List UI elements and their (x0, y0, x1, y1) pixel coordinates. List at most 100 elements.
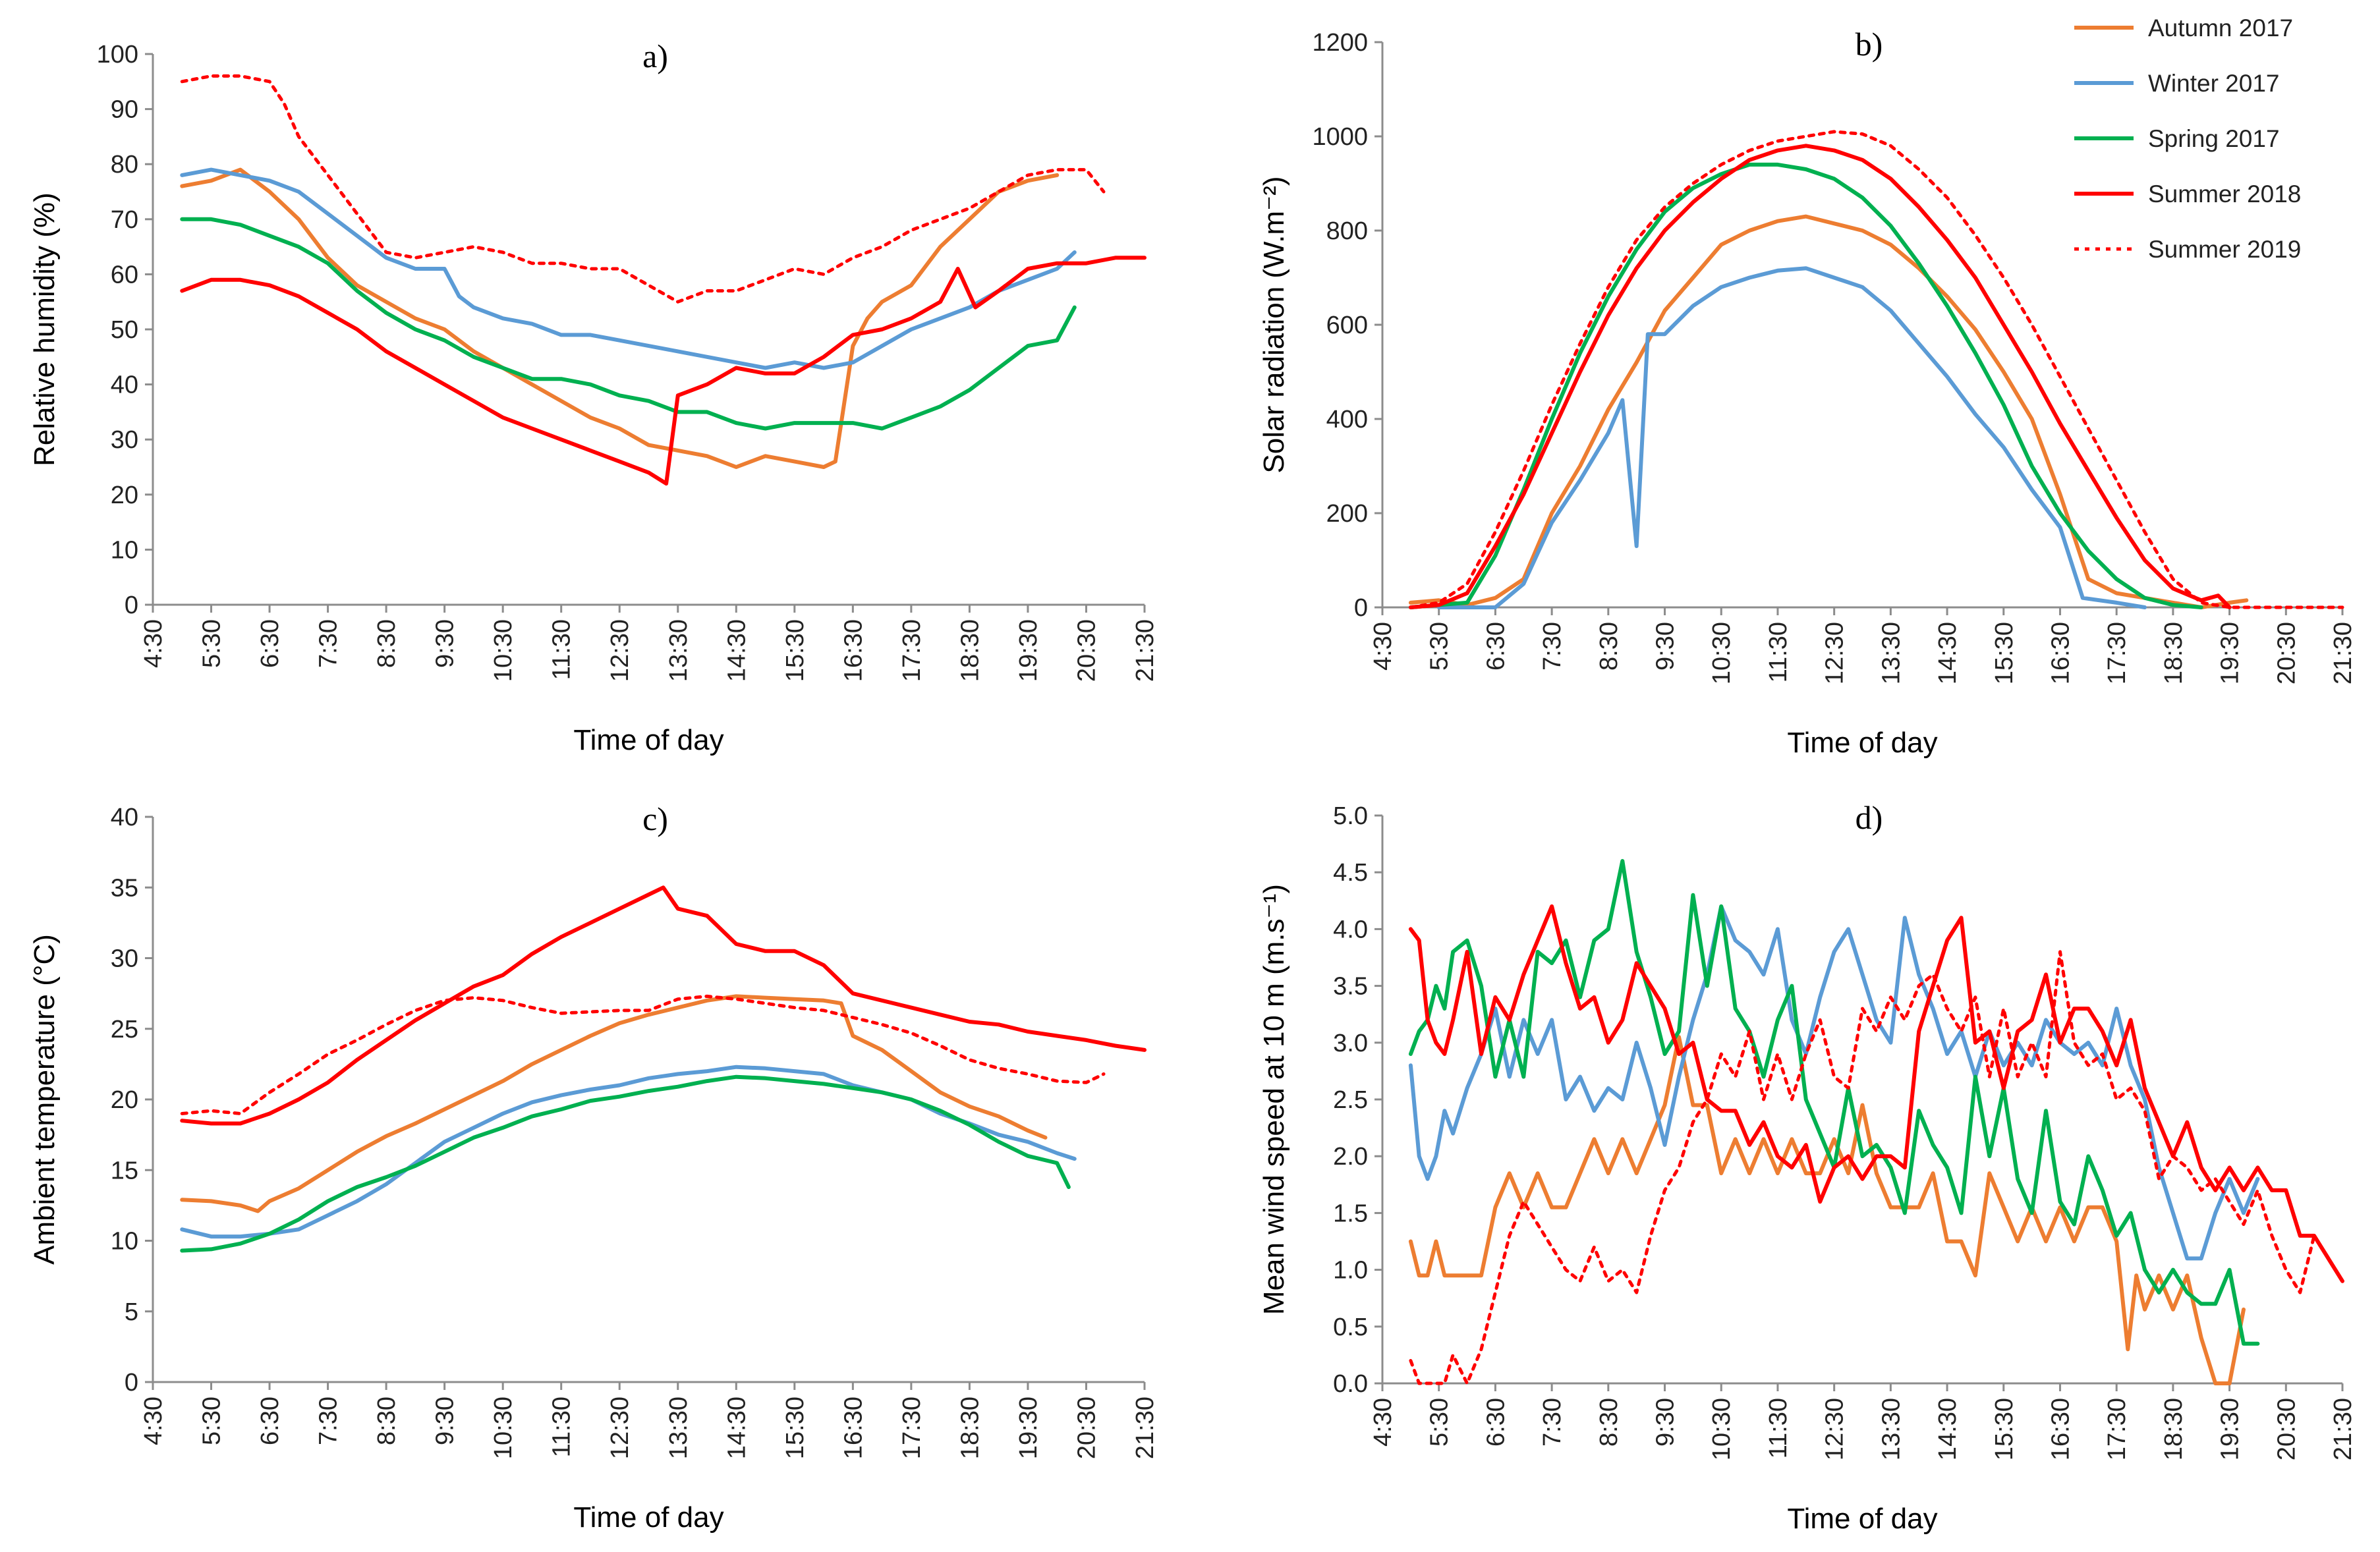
series-autumn-2017-b (1408, 214, 2249, 609)
y-tick-label: 40 (111, 804, 138, 831)
x-tick-label: 11:30 (548, 619, 576, 680)
y-tick-label: 10 (111, 536, 138, 564)
series-summer-2019-c (180, 994, 1106, 1115)
x-tick-label: 10:30 (1708, 1398, 1736, 1460)
series-summer-2018-a (180, 256, 1147, 486)
x-tick-label: 12:30 (606, 1397, 634, 1459)
x-axis-title-d: Time of day (1787, 1503, 1937, 1535)
x-tick-label: 20:30 (2273, 622, 2300, 684)
x-tick-label: 7:30 (315, 619, 343, 668)
x-tick-label: 12:30 (606, 619, 634, 682)
legend-label: Autumn 2017 (2148, 14, 2293, 42)
y-tick-label: 20 (111, 1086, 138, 1114)
x-tick-label: 13:30 (665, 619, 693, 682)
x-tick-label: 11:30 (1765, 1398, 1792, 1458)
y-tick-label: 90 (111, 96, 138, 124)
y-tick-label: 2.0 (1333, 1143, 1368, 1171)
y-tick-label: 15 (111, 1157, 138, 1184)
y-tick-label: 40 (111, 372, 138, 399)
y-tick-label: 1000 (1312, 123, 1368, 151)
x-tick-label: 5:30 (198, 619, 226, 668)
y-tick-label: 2.5 (1333, 1086, 1368, 1114)
legend: Autumn 2017 Winter 2017 Spring 2017 Summer … (2074, 14, 2301, 263)
x-axis-title-a: Time of day (573, 724, 723, 756)
x-tick-label: 8:30 (1595, 1398, 1623, 1447)
x-tick-label: 6:30 (1482, 1398, 1510, 1447)
x-tick-label: 15:30 (781, 1397, 809, 1459)
x-tick-label: 15:30 (1991, 622, 2018, 684)
y-tick-label: 50 (111, 316, 138, 344)
series-spring-2017-a (180, 217, 1077, 431)
x-tick-label: 21:30 (2329, 1398, 2357, 1460)
y-tick-label: 80 (111, 151, 138, 179)
x-tick-label: 11:30 (548, 1397, 576, 1457)
panel-label-d: d) (1856, 799, 1883, 836)
y-tick-label: 200 (1326, 500, 1368, 528)
x-tick-label: 18:30 (2160, 1398, 2188, 1460)
x-tick-label: 13:30 (1877, 1398, 1905, 1460)
x-tick-label: 17:30 (2103, 622, 2131, 684)
x-tick-label: 21:30 (1131, 1397, 1159, 1459)
y-tick-label: 0 (1354, 594, 1368, 622)
x-tick-label: 16:30 (2047, 1398, 2074, 1460)
y-tick-label: 1.5 (1333, 1200, 1368, 1227)
y-tick-label: 0.0 (1333, 1370, 1368, 1398)
x-tick-label: 21:30 (2329, 622, 2357, 684)
panel-d: 0.0 0.5 1.0 1.5 2.0 2.5 3.0 3.5 4.0 4.5 5.0 4:30 5:3… (1258, 799, 2357, 1535)
x-axis-title-c: Time of day (573, 1501, 723, 1534)
y-tick-label: 25 (111, 1016, 138, 1043)
y-tick-label: 4.5 (1333, 859, 1368, 887)
x-tick-label: 18:30 (956, 619, 984, 682)
x-tick-label: 14:30 (723, 619, 751, 682)
panel-a: 0 10 20 30 40 50 60 70 80 90 100 4:30 5:30 6:30 7:30 8:… (28, 38, 1159, 756)
x-tick-label: 19:30 (2217, 622, 2244, 684)
series-autumn-2017-c (180, 994, 1048, 1213)
y-tick-label: 4.0 (1333, 916, 1368, 943)
series-summer-2018-b (1408, 144, 2232, 609)
series-summer-2018-c (180, 885, 1147, 1126)
series-summer-2019-b (1409, 130, 2344, 609)
x-tick-label: 17:30 (898, 619, 926, 682)
y-tick-label: 10 (111, 1228, 138, 1256)
panel-label-a: a) (642, 38, 668, 74)
series-summer-2018-d (1408, 904, 2344, 1283)
y-tick-label: 30 (111, 945, 138, 973)
x-tick-label: 16:30 (839, 619, 867, 682)
x-tick-label: 19:30 (1015, 1397, 1042, 1459)
y-tick-label: 0.5 (1333, 1314, 1368, 1341)
x-tick-label: 17:30 (2103, 1398, 2131, 1460)
x-tick-label: 15:30 (1991, 1398, 2018, 1460)
legend-item-autumn-2017: Autumn 2017 (2074, 14, 2293, 42)
x-tick-label: 18:30 (956, 1397, 984, 1459)
x-tick-label: 9:30 (432, 1397, 459, 1445)
y-tick-label: 0 (125, 1369, 138, 1397)
y-tick-label: 100 (97, 41, 138, 69)
x-tick-label: 7:30 (1539, 1398, 1566, 1447)
y-tick-label: 1.0 (1333, 1257, 1368, 1285)
x-tick-label: 6:30 (256, 1397, 284, 1445)
x-tick-label: 6:30 (1482, 622, 1510, 671)
y-tick-label: 60 (111, 261, 138, 289)
y-tick-label: 35 (111, 874, 138, 902)
y-axis-title-d: Mean wind speed at 10 m (m.s⁻¹) (1258, 884, 1290, 1315)
panel-c: 0 5 10 15 20 25 30 35 40 4:30 5:30 6:30 7:30 8:30 9:30… (28, 800, 1159, 1534)
series-winter-2017-b (1436, 266, 2147, 609)
x-axis-title-b: Time of day (1787, 727, 1937, 759)
legend-label: Winter 2017 (2148, 70, 2280, 97)
y-tick-label: 70 (111, 206, 138, 234)
series-summer-2019-a (180, 74, 1106, 304)
x-tick-label: 8:30 (373, 619, 401, 668)
x-tick-label: 7:30 (1539, 622, 1566, 671)
series-spring-2017-d (1408, 859, 2260, 1346)
legend-item-summer-2018: Summer 2018 (2074, 180, 2301, 208)
x-tick-label: 12:30 (1821, 1398, 1849, 1460)
x-tick-label: 19:30 (1015, 619, 1042, 682)
panel-label-b: b) (1856, 26, 1883, 63)
x-tick-label: 9:30 (432, 619, 459, 668)
y-tick-label: 400 (1326, 406, 1368, 433)
y-tick-label: 600 (1326, 312, 1368, 339)
x-tick-label: 4:30 (140, 619, 167, 668)
x-tick-label: 10:30 (490, 619, 517, 682)
x-tick-label: 16:30 (839, 1397, 867, 1459)
